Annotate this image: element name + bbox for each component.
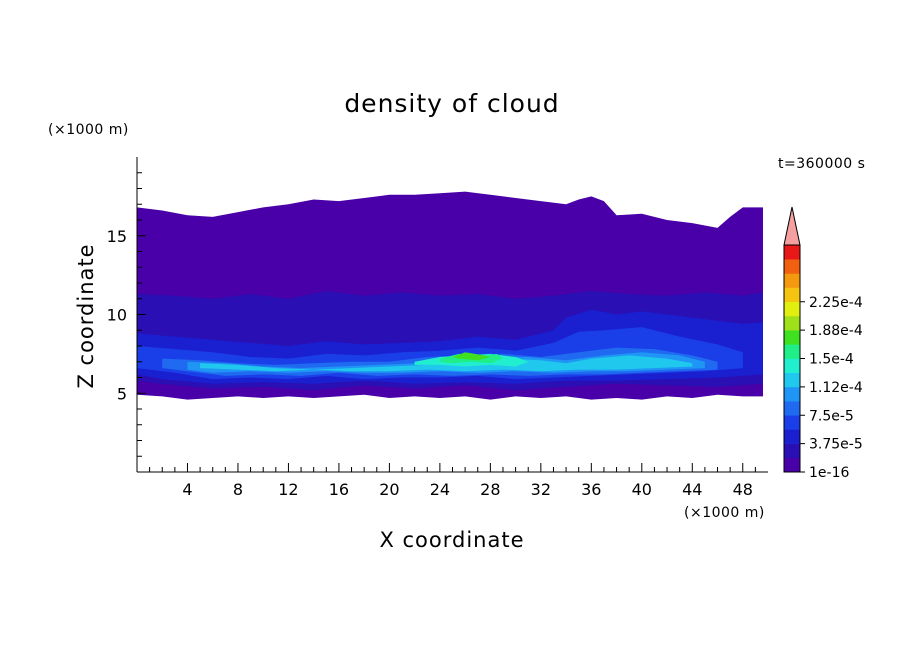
x-tick-label: 16	[329, 480, 349, 499]
colorbar-level	[784, 273, 800, 288]
x-tick-label: 48	[733, 480, 753, 499]
x-tick-label: 8	[233, 480, 243, 499]
x-axis-label: X coordinate	[379, 528, 524, 552]
colorbar-label: 3.75e-5	[809, 437, 863, 453]
x-tick-label: 32	[531, 480, 551, 499]
colorbar-level	[784, 443, 800, 459]
colorbar-extend-arrow	[783, 206, 801, 246]
y-unit-label: (×1000 m)	[48, 122, 129, 138]
colorbar-level	[784, 401, 800, 416]
colorbar-level	[784, 301, 800, 317]
colorbar-label: 7.5e-5	[809, 408, 854, 424]
colorbar-level	[784, 457, 800, 473]
x-tick-label: 24	[430, 480, 450, 499]
y-tick-label: 5	[117, 384, 127, 403]
y-tick-label: 10	[107, 306, 127, 325]
x-tick-label: 40	[632, 480, 652, 499]
colorbar-level	[784, 245, 800, 260]
time-label: t=360000 s	[778, 156, 865, 172]
x-tick-label: 44	[682, 480, 702, 499]
x-tick-label: 20	[379, 480, 399, 499]
colorbar-level	[784, 287, 800, 303]
x-tick-label: 4	[182, 480, 192, 499]
colorbar-level	[784, 344, 800, 359]
colorbar-level	[784, 386, 800, 402]
colorbar-level	[784, 415, 800, 430]
x-tick-label: 12	[278, 480, 298, 499]
chart-title: density of cloud	[344, 89, 559, 118]
colorbar-level	[784, 429, 800, 444]
colorbar-label: 2.25e-4	[809, 295, 863, 311]
colorbar: 1e-16 3.75e-5 7.5e-5 1.12e-4 1.5e-4 1.88e-4 2.…	[783, 206, 863, 481]
colorbar-level	[784, 330, 800, 345]
colorbar-level	[784, 259, 800, 274]
x-unit-label: (×1000 m)	[684, 505, 765, 521]
x-tick-label: 36	[581, 480, 601, 499]
x-tick-label: 28	[480, 480, 500, 499]
contour-regions	[137, 191, 763, 400]
y-axis-label: Z coordinate	[74, 243, 98, 388]
colorbar-label: 1.5e-4	[809, 352, 854, 368]
y-tick-label: 15	[107, 227, 127, 246]
colorbar-level	[784, 315, 800, 331]
colorbar-label: 1.12e-4	[809, 380, 863, 396]
contour-region-9	[452, 352, 491, 361]
colorbar-level	[784, 358, 800, 373]
colorbar-label: 1e-16	[809, 465, 849, 481]
colorbar-label: 1.88e-4	[809, 323, 863, 339]
colorbar-level	[784, 372, 800, 388]
